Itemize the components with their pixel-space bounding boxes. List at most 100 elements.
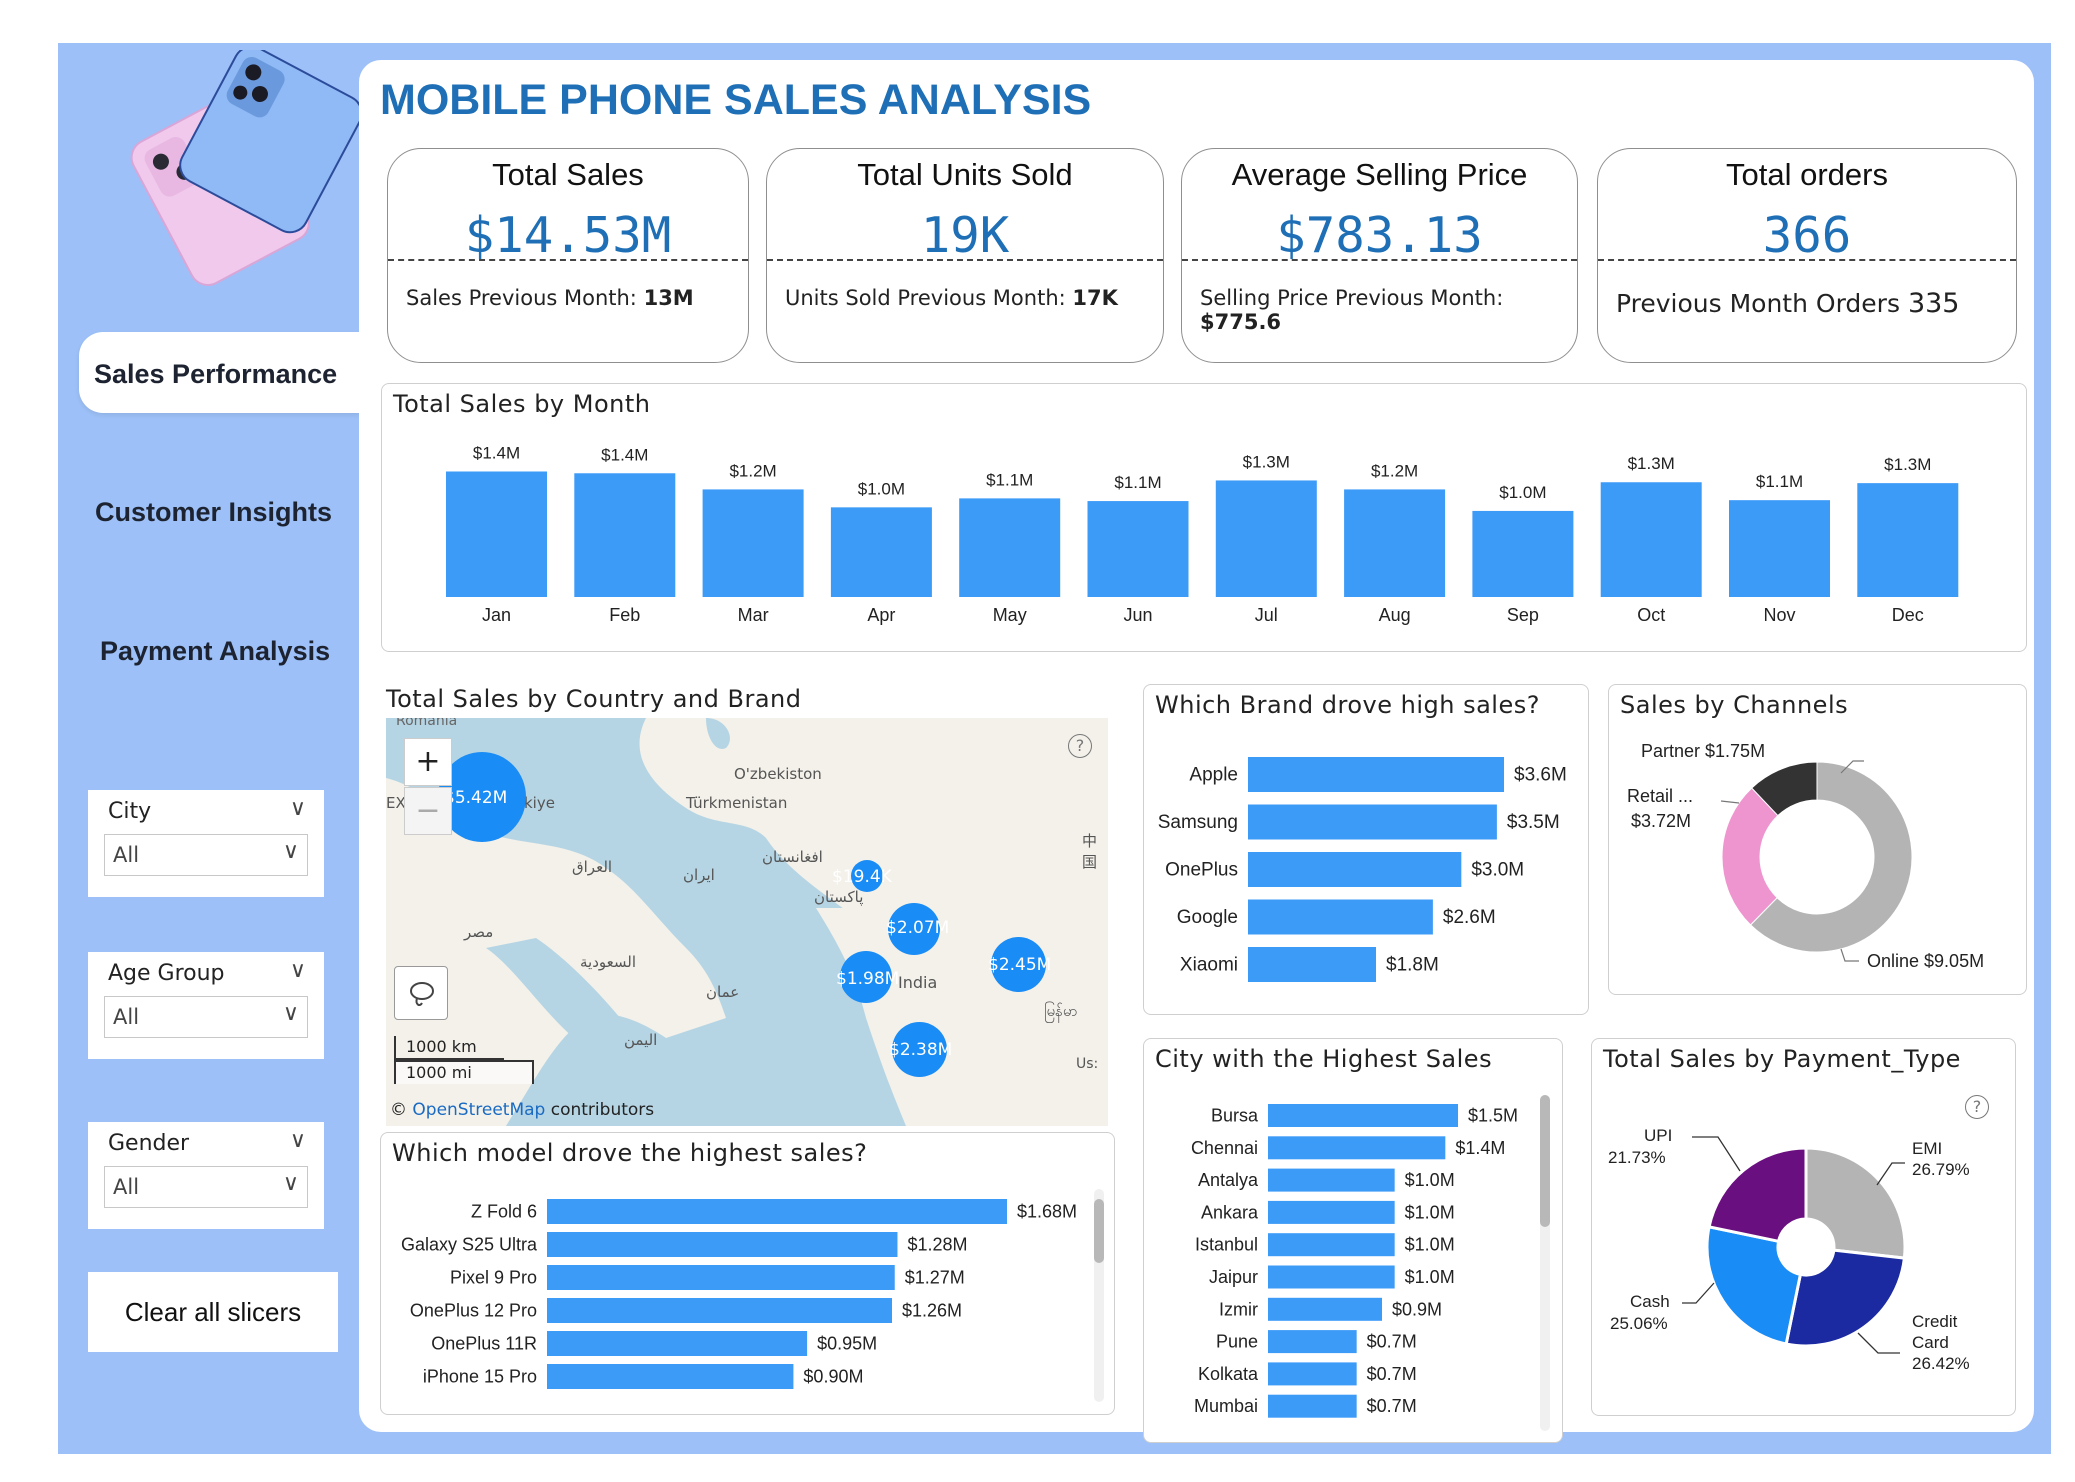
- month-data-label: $1.3M: [1884, 455, 1931, 474]
- month-tick-label: Jan: [482, 605, 511, 625]
- city-bar: [1268, 1136, 1446, 1160]
- channel-label: Partner $1.75M: [1641, 741, 1765, 761]
- chart-title: Which Brand drove high sales?: [1155, 691, 1540, 719]
- chevron-down-icon[interactable]: ∨: [289, 958, 306, 983]
- slicer-age-group[interactable]: Age Group ∨ All ∨: [88, 952, 324, 1059]
- map-bubble[interactable]: [991, 937, 1046, 992]
- slicer-city[interactable]: City ∨ All ∨: [88, 790, 324, 897]
- chevron-down-icon[interactable]: ∨: [282, 1171, 299, 1196]
- payment-slice: [1705, 1225, 1803, 1346]
- osm-link[interactable]: OpenStreetMap: [412, 1100, 546, 1120]
- city-category-label: Istanbul: [1195, 1235, 1258, 1255]
- chevron-down-icon[interactable]: ∨: [289, 1128, 306, 1153]
- map-place-label: عمان: [706, 983, 740, 1001]
- map-zoom-in-button[interactable]: +: [404, 738, 452, 786]
- channel-slice: [1751, 761, 1818, 817]
- nav-sales-performance[interactable]: Sales Performance: [94, 359, 338, 389]
- channels-donut-chart: Partner $1.75M Retail ... $3.72M Online $9.…: [1627, 741, 1984, 971]
- city-data-label: $0.7M: [1367, 1332, 1417, 1352]
- model-category-label: OnePlus 11R: [431, 1334, 537, 1354]
- model-data-label: $1.27M: [905, 1268, 965, 1288]
- city-category-label: Pune: [1216, 1332, 1258, 1352]
- month-tick-label: Dec: [1892, 605, 1924, 625]
- map-bubble[interactable]: [888, 903, 940, 955]
- slicer-gender[interactable]: Gender ∨ All ∨: [88, 1122, 324, 1229]
- map-place-label: Türkmenistan: [686, 794, 788, 812]
- map-bubble-label: $5.42M: [444, 788, 508, 808]
- nav-customer-insights[interactable]: Customer Insights: [95, 497, 333, 527]
- month-data-label: $1.2M: [729, 461, 776, 480]
- brand-sales-panel: Which Brand drove high sales? Apple $3.6M…: [1143, 684, 1589, 1015]
- scrollbar-thumb[interactable]: [1540, 1095, 1550, 1227]
- month-tick-label: Jul: [1255, 605, 1278, 625]
- month-tick-label: Oct: [1637, 605, 1665, 625]
- month-tick-label: Apr: [867, 605, 895, 625]
- slicer-dropdown[interactable]: All ∨: [104, 834, 308, 876]
- month-tick-label: Nov: [1763, 605, 1795, 625]
- city-sales-panel: City with the Highest Sales Bursa $1.5M Ch…: [1143, 1038, 1563, 1443]
- slicer-dropdown[interactable]: All ∨: [104, 996, 308, 1038]
- city-category-label: Bursa: [1211, 1106, 1259, 1126]
- monthly-sales-panel: Total Sales by Month $1.4M Jan $1.4M Feb $1.…: [381, 383, 2027, 652]
- city-bar: [1268, 1394, 1357, 1418]
- model-bar: [547, 1364, 794, 1389]
- leader-line: [1692, 1136, 1741, 1172]
- clear-all-slicers-button[interactable]: Clear all slicers: [88, 1272, 338, 1352]
- slicer-title: Age Group: [108, 961, 225, 986]
- map-bubble[interactable]: [438, 752, 526, 842]
- month-tick-label: Mar: [738, 605, 769, 625]
- map-place-label: India: [898, 973, 938, 992]
- payment-label: Card: [1912, 1333, 1949, 1352]
- map-lasso-button[interactable]: [394, 966, 448, 1020]
- map-place-label: افغانستان: [762, 848, 823, 866]
- chevron-down-icon[interactable]: ∨: [282, 839, 299, 864]
- map-bubble-label: $2.45M: [988, 955, 1052, 975]
- help-icon[interactable]: ?: [1965, 1095, 1989, 1119]
- channel-label: $3.72M: [1631, 811, 1691, 831]
- slicer-dropdown[interactable]: All ∨: [104, 1166, 308, 1208]
- map-zoom-out-button[interactable]: −: [404, 787, 452, 835]
- map-place-label: السعودية: [580, 953, 637, 971]
- kpi-sub-value: 17K: [1072, 286, 1118, 310]
- chevron-down-icon[interactable]: ∨: [289, 796, 306, 821]
- month-bar: [1215, 480, 1317, 597]
- help-icon[interactable]: ?: [1068, 734, 1092, 758]
- nav-payment-analysis[interactable]: Payment Analysis: [100, 636, 331, 666]
- kpi-value: 366: [1762, 207, 1852, 264]
- map-bubble[interactable]: [851, 860, 883, 892]
- scrollbar-track[interactable]: [1540, 1095, 1550, 1431]
- model-bar: [547, 1298, 892, 1323]
- city-bar: [1268, 1265, 1395, 1289]
- channel-slice: [1749, 761, 1913, 953]
- city-data-label: $0.7M: [1367, 1396, 1417, 1416]
- map-place-label: ایران: [683, 866, 715, 884]
- scrollbar-thumb[interactable]: [1094, 1199, 1104, 1263]
- chart-title: City with the Highest Sales: [1155, 1045, 1493, 1073]
- map-sea: [603, 758, 640, 814]
- model-category-label: Z Fold 6: [471, 1202, 537, 1222]
- kpi-sub-label: Units Sold Previous Month:: [785, 286, 1066, 310]
- model-sales-chart: Z Fold 6 $1.68M Galaxy S25 Ultra $1.28M Pixe…: [401, 1199, 1077, 1389]
- map-place-label: العراق: [572, 858, 613, 876]
- leader-line: [1682, 1282, 1715, 1304]
- map-place-label: پاکستان: [814, 888, 864, 906]
- payment-label: UPI: [1644, 1126, 1672, 1145]
- city-data-label: $1.0M: [1405, 1267, 1455, 1287]
- month-data-label: $1.3M: [1243, 452, 1290, 471]
- model-bar: [547, 1265, 895, 1290]
- chevron-down-icon[interactable]: ∨: [282, 1001, 299, 1026]
- scrollbar-track[interactable]: [1094, 1189, 1104, 1402]
- kpi-sub-label: Selling Price Previous Month:: [1200, 286, 1504, 310]
- phones-illustration: [130, 50, 360, 286]
- model-data-label: $1.68M: [1017, 1202, 1077, 1222]
- kpi-card-total-orders: Total orders 366 Previous Month Orders 3…: [1597, 148, 2017, 363]
- kpi-divider: [388, 259, 748, 261]
- map-bubble[interactable]: [892, 1022, 947, 1077]
- sales-map[interactable]: Romania O'zbekiston Türkmenistan kiye EX…: [386, 718, 1108, 1126]
- month-tick-label: Feb: [609, 605, 640, 625]
- channel-label: Retail ...: [1627, 786, 1693, 806]
- nav-active-highlight: [79, 332, 360, 413]
- month-data-label: $1.4M: [601, 445, 648, 464]
- brand-bar: [1248, 947, 1376, 982]
- map-bubble[interactable]: [840, 951, 892, 1003]
